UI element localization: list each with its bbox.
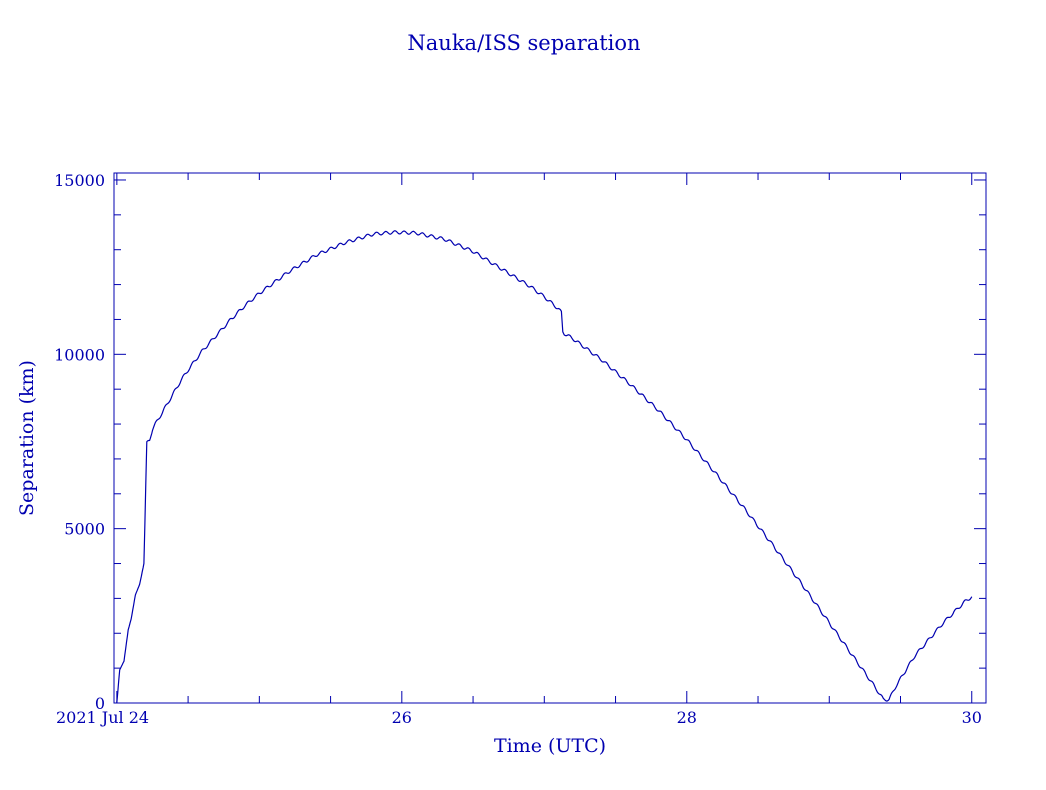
x-axis-label: Time (UTC) — [494, 735, 606, 757]
x-tick-label: 30 — [962, 708, 982, 727]
y-tick-label: 0 — [95, 694, 105, 713]
y-tick-label: 5000 — [64, 520, 105, 539]
series-line — [116, 230, 973, 704]
y-axis-label: Separation (km) — [16, 360, 38, 516]
x-tick-label: 2021 Jul 24 — [56, 708, 149, 727]
y-tick-label: 10000 — [54, 345, 105, 364]
y-tick-label: 15000 — [54, 171, 105, 190]
axis-ticks — [114, 173, 986, 704]
chart-title: Nauka/ISS separation — [407, 31, 640, 55]
series-group — [116, 230, 973, 704]
x-tick-label: 28 — [677, 708, 697, 727]
x-tick-label: 26 — [392, 708, 412, 727]
tick-labels: 2021 Jul 24 26 28 30 0 5000 10000 15000 — [54, 171, 982, 727]
plot-frame — [113, 172, 987, 704]
